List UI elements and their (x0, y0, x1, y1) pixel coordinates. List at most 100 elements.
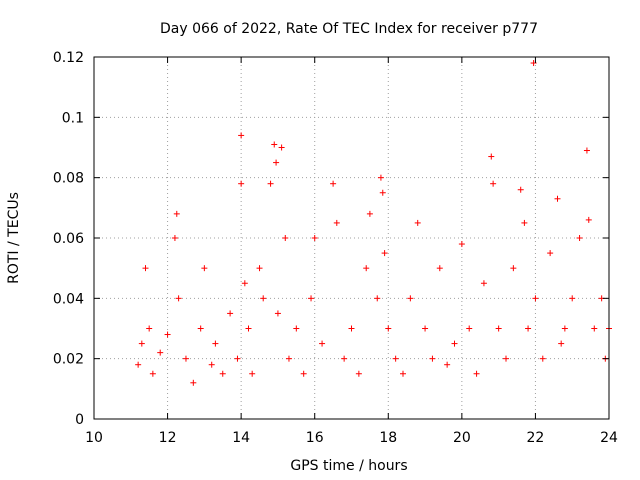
data-point (379, 189, 386, 196)
data-point (532, 295, 539, 302)
data-point (241, 280, 248, 287)
data-point (363, 265, 370, 272)
data-point (138, 340, 145, 347)
data-point (219, 370, 226, 377)
data-point (293, 325, 300, 332)
y-tick-label: 0.04 (53, 291, 84, 307)
data-point (238, 132, 245, 139)
data-point (377, 174, 384, 181)
x-tick-label: 16 (306, 430, 324, 446)
data-point (197, 325, 204, 332)
data-point (400, 370, 406, 377)
x-tick-label: 22 (527, 430, 545, 446)
data-point (212, 340, 219, 347)
data-point (341, 355, 348, 362)
data-point (333, 219, 340, 226)
data-point (260, 295, 267, 302)
data-point (473, 370, 480, 377)
data-point (458, 241, 465, 248)
data-point (414, 219, 421, 226)
data-point (149, 370, 156, 377)
data-point (503, 355, 509, 362)
data-point (245, 325, 252, 332)
data-point (278, 144, 285, 151)
data-point (311, 235, 318, 241)
data-point (249, 370, 256, 377)
y-tick-label: 0.12 (53, 50, 84, 66)
data-point (583, 147, 590, 154)
data-point (392, 355, 399, 362)
x-axis-ticks: 10 12 14 16 18 20 22 24 (85, 57, 618, 446)
data-point (490, 180, 497, 187)
data-point (300, 370, 307, 377)
data-point (510, 265, 517, 272)
data-point (157, 349, 164, 356)
data-point (436, 265, 443, 272)
data-point (173, 210, 180, 217)
data-point (285, 355, 292, 362)
data-point (554, 195, 561, 202)
y-tick-label: 0 (75, 412, 84, 428)
data-point (569, 295, 576, 302)
data-point (558, 340, 565, 347)
x-tick-label: 24 (600, 430, 618, 446)
data-point (256, 265, 263, 272)
data-point (530, 60, 537, 67)
data-point (175, 295, 182, 302)
data-point (366, 210, 373, 217)
data-point (576, 235, 583, 241)
y-axis-label: ROTI / TECUs (6, 192, 22, 284)
data-point (164, 331, 171, 338)
data-point (234, 355, 241, 362)
data-point (348, 325, 355, 332)
data-point (539, 355, 546, 362)
grid-lines (94, 57, 609, 419)
data-point (407, 295, 414, 302)
data-point (274, 310, 281, 317)
data-point (282, 235, 289, 241)
data-point (146, 325, 153, 332)
data-point (521, 219, 528, 226)
data-point (525, 325, 532, 332)
data-point (227, 310, 234, 317)
data-point (271, 141, 278, 148)
data-point (444, 361, 451, 368)
y-axis-ticks: 0 0.02 0.04 0.06 0.08 0.1 0.12 (53, 50, 609, 428)
y-tick-label: 0.08 (53, 171, 84, 187)
data-point (422, 325, 429, 332)
data-point (561, 325, 568, 332)
x-tick-label: 20 (453, 430, 471, 446)
data-point (208, 361, 215, 368)
data-point (201, 265, 208, 272)
data-point (429, 355, 436, 362)
x-tick-label: 14 (232, 430, 250, 446)
data-point (267, 180, 274, 187)
x-axis-label: GPS time / hours (290, 458, 407, 474)
data-point (273, 159, 280, 166)
data-point (355, 370, 362, 377)
chart-title: Day 066 of 2022, Rate Of TEC Index for r… (160, 21, 538, 37)
data-point (466, 325, 473, 332)
plot-frame (93, 56, 610, 420)
data-point (142, 265, 149, 272)
x-tick-label: 10 (85, 430, 103, 446)
data-point (585, 216, 592, 223)
y-tick-label: 0.1 (62, 110, 84, 126)
data-point (135, 361, 142, 368)
data-point (190, 379, 197, 386)
data-points (135, 60, 612, 386)
data-point (308, 295, 315, 302)
data-point (480, 280, 487, 287)
data-point (451, 340, 458, 347)
data-point (319, 340, 326, 347)
y-tick-label: 0.06 (53, 231, 84, 247)
data-point (495, 325, 502, 332)
data-point (591, 325, 598, 332)
data-point (517, 186, 524, 193)
data-point (171, 235, 178, 241)
data-point (330, 180, 337, 187)
data-point (547, 250, 554, 257)
y-tick-label: 0.02 (53, 352, 84, 368)
data-point (381, 250, 388, 257)
